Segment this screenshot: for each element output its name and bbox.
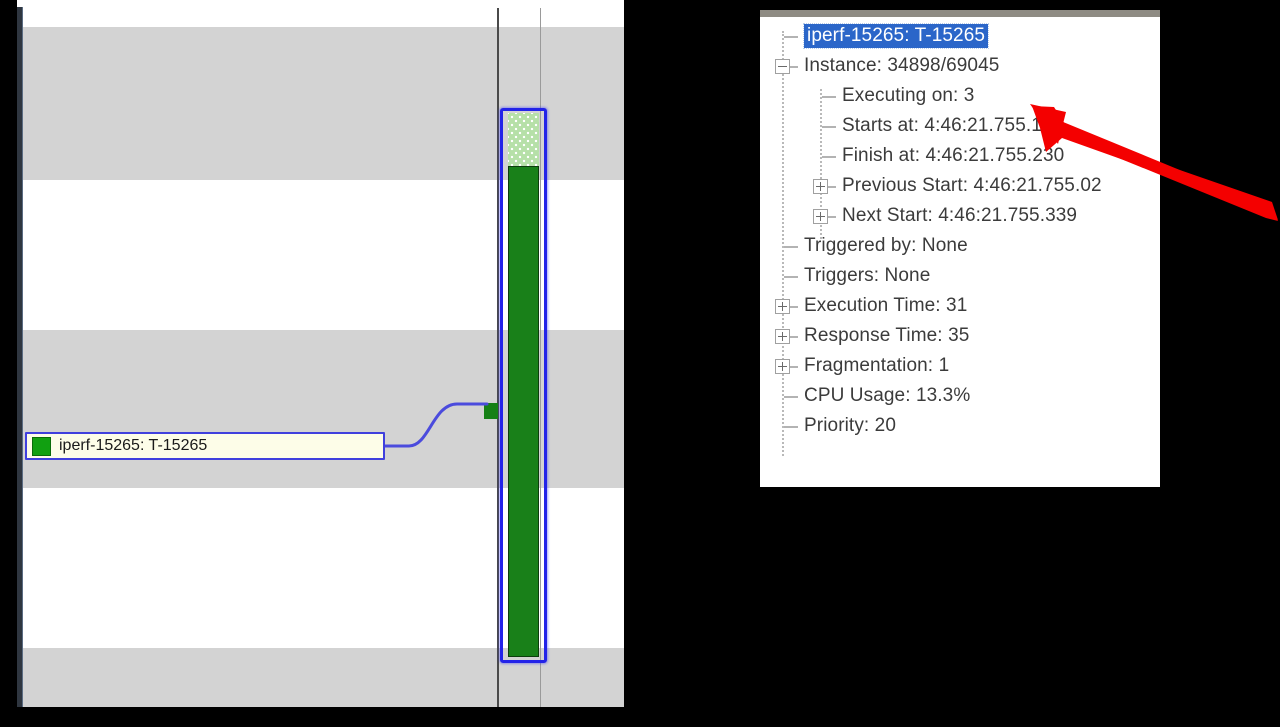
tree-row[interactable]: iperf-15265: T-15265	[760, 21, 1160, 51]
tree-row-label: Starts at: 4:46:21.755.196	[842, 115, 1064, 136]
tree-expand-icon[interactable]	[813, 209, 828, 224]
tree-expand-icon[interactable]	[813, 179, 828, 194]
tree-row-label: Finish at: 4:46:21.755.230	[842, 145, 1065, 166]
tree-row-label: Response Time: 35	[804, 325, 970, 346]
tree-elbow-icon	[784, 396, 798, 398]
timeline-row-band	[23, 0, 624, 27]
task-bar-selection-outline[interactable]	[500, 108, 547, 663]
tree-row-label: Previous Start: 4:46:21.755.02	[842, 175, 1102, 196]
tree-elbow-icon	[784, 336, 798, 338]
tree-expand-icon[interactable]	[775, 359, 790, 374]
callout-connector-icon	[383, 402, 489, 448]
tree-elbow-icon	[784, 426, 798, 428]
tree-row-label: Instance: 34898/69045	[804, 55, 1000, 76]
tree-elbow-icon	[822, 96, 836, 98]
tree-elbow-icon	[784, 36, 798, 38]
tree-row-label: Execution Time: 31	[804, 295, 968, 316]
tree-row-label: Next Start: 4:46:21.755.339	[842, 205, 1078, 226]
tree-row[interactable]: Instance: 34898/69045	[760, 51, 1160, 81]
tree-collapse-icon[interactable]	[775, 59, 790, 74]
tree-row[interactable]: Triggered by: None	[760, 231, 1160, 261]
tree-row[interactable]: Finish at: 4:46:21.755.230	[760, 141, 1160, 171]
tree-elbow-icon	[822, 156, 836, 158]
tree-row[interactable]: Triggers: None	[760, 261, 1160, 291]
tree-row[interactable]: Priority: 20	[760, 411, 1160, 441]
tree-row[interactable]: Executing on: 3	[760, 81, 1160, 111]
tree-trunk-line-level1	[782, 31, 784, 456]
time-cursor-line[interactable]	[497, 8, 499, 707]
tree-elbow-icon	[822, 186, 836, 188]
panel-left-rule	[17, 7, 23, 707]
tree-row-label: Priority: 20	[804, 415, 897, 436]
tree-expand-icon[interactable]	[775, 329, 790, 344]
tree-row-label: Triggered by: None	[804, 235, 968, 256]
tree-elbow-icon	[784, 276, 798, 278]
task-callout-label[interactable]: iperf-15265: T-15265	[25, 432, 385, 460]
task-color-swatch	[32, 436, 51, 456]
task-details-tree-panel[interactable]: iperf-15265: T-15265 Instance: 34898/6904…	[760, 10, 1160, 487]
tree-row[interactable]: Next Start: 4:46:21.755.339	[760, 201, 1160, 231]
tree-row-label: CPU Usage: 13.3%	[804, 385, 971, 406]
tree-elbow-icon	[784, 66, 798, 68]
tree-row-label: Fragmentation: 1	[804, 355, 950, 376]
tree-row-label: iperf-15265: T-15265	[802, 23, 990, 49]
task-bar-callout-anchor[interactable]	[484, 403, 498, 419]
task-bar-running-segment[interactable]	[508, 166, 539, 657]
timeline-row-band	[23, 648, 624, 707]
tree-elbow-icon	[784, 246, 798, 248]
tree-trunk-line-level2	[820, 89, 822, 239]
tree-row[interactable]: Previous Start: 4:46:21.755.02	[760, 171, 1160, 201]
tree-row-label: Executing on: 3	[842, 85, 975, 106]
tree-elbow-icon	[784, 306, 798, 308]
tree-expand-icon[interactable]	[775, 299, 790, 314]
tree-row[interactable]: Execution Time: 31	[760, 291, 1160, 321]
tree-elbow-icon	[784, 366, 798, 368]
time-marker-line[interactable]	[540, 8, 541, 707]
timeline-panel[interactable]: iperf-15265: T-15265	[0, 0, 624, 707]
tree-row-label: Triggers: None	[804, 265, 931, 286]
tree-list[interactable]: iperf-15265: T-15265 Instance: 34898/6904…	[760, 17, 1160, 441]
tree-elbow-icon	[822, 126, 836, 128]
tree-row[interactable]: Fragmentation: 1	[760, 351, 1160, 381]
tree-row[interactable]: Response Time: 35	[760, 321, 1160, 351]
task-callout-label-text: iperf-15265: T-15265	[59, 437, 208, 454]
tree-row[interactable]: Starts at: 4:46:21.755.196	[760, 111, 1160, 141]
tree-row[interactable]: CPU Usage: 13.3%	[760, 381, 1160, 411]
task-bar-ready-segment[interactable]	[508, 113, 539, 166]
panel-left-gutter	[0, 0, 17, 707]
tree-elbow-icon	[822, 216, 836, 218]
